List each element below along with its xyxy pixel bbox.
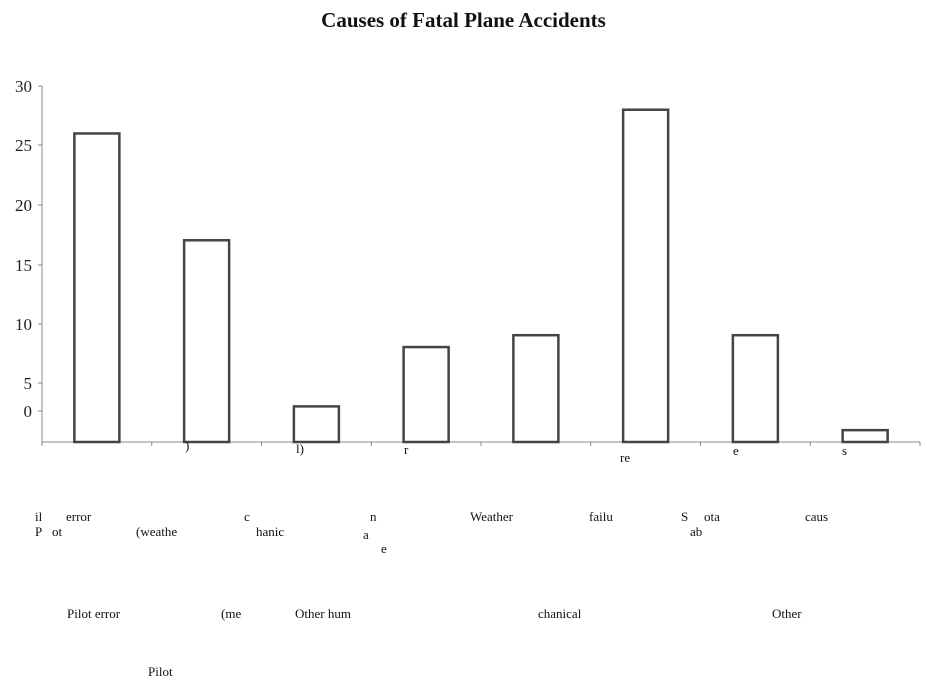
x-label-fragment: ) (185, 438, 190, 453)
x-label-fragment: Pilot error (67, 606, 121, 621)
bar (621, 108, 670, 444)
x-label-fragment: il (35, 509, 43, 524)
y-tick-label: 30 (15, 77, 32, 96)
x-label-fragment: ot (52, 524, 63, 539)
x-label-fragment: a (363, 527, 369, 542)
x-label-fragment: r (404, 442, 409, 457)
x-label-fragment: Other (772, 606, 802, 621)
x-label-fragment: l) (296, 441, 304, 456)
y-tick-label: 10 (15, 315, 32, 334)
y-tick-label: 25 (15, 136, 32, 155)
x-label-fragment: chanical (538, 606, 582, 621)
x-label-fragment: Pilot (148, 664, 173, 679)
bar (182, 239, 231, 444)
x-label-fragment: e (733, 443, 739, 458)
bar (512, 333, 560, 444)
x-label-fragment: e (381, 541, 387, 556)
x-label-fragment: c (244, 509, 250, 524)
x-label-fragment: ota (704, 509, 720, 524)
bar (292, 405, 341, 444)
bar (402, 345, 450, 444)
x-label-fragment: P (35, 524, 43, 539)
x-label-fragment: hanic (256, 524, 285, 539)
y-tick-label: 15 (15, 256, 32, 275)
x-label-fragment: failu (589, 509, 613, 524)
x-label-fragment: s (842, 443, 848, 458)
x-label-fragment: Other hum (295, 606, 351, 621)
x-label-fragment: n (370, 509, 377, 524)
x-label-fragment: S (681, 509, 689, 524)
y-tick-label: 20 (15, 196, 32, 215)
bar (731, 333, 780, 444)
x-label-fragment: (weathe (136, 524, 178, 539)
x-label-fragment: (me (221, 606, 242, 621)
x-label-fragment: caus (805, 509, 829, 524)
x-label-fragment: re (620, 450, 631, 465)
bar (73, 132, 121, 444)
x-label-fragment: ab (690, 524, 703, 539)
y-tick-label: 0 (24, 402, 33, 421)
x-label-fragment: error (66, 509, 92, 524)
bar (841, 428, 889, 444)
y-tick-label: 5 (24, 374, 33, 393)
chart-title: Causes of Fatal Plane Accidents (321, 8, 606, 32)
x-label-fragment: Weather (470, 509, 513, 524)
